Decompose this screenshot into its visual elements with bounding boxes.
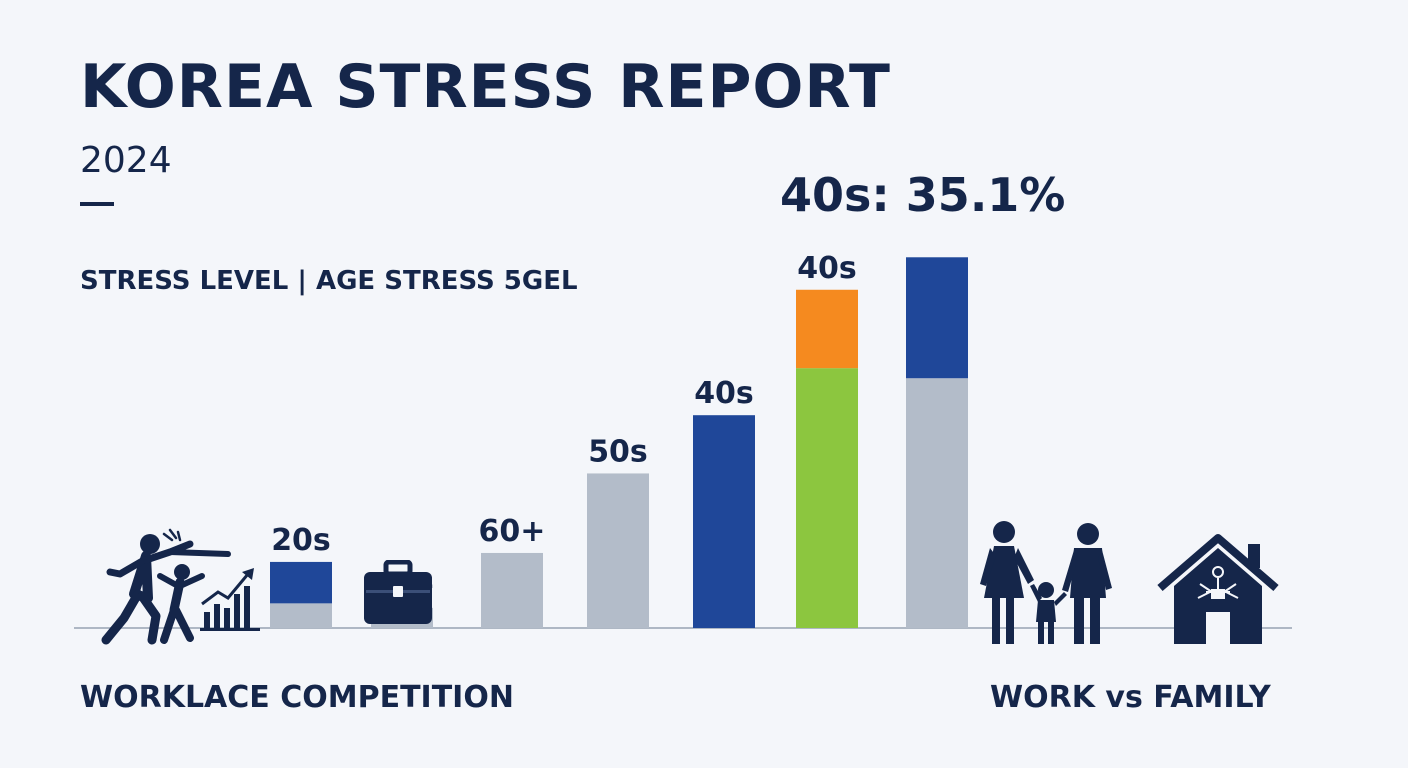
title-divider	[80, 202, 114, 206]
bar-segment-6-0	[906, 378, 968, 628]
bar-segment-0-1	[270, 561, 332, 604]
headline-stat: 40s: 35.1%	[780, 168, 1066, 222]
bar-segment-5-2	[796, 368, 858, 628]
bar-segment-5-3	[796, 289, 858, 369]
bar-segment-0-0	[270, 603, 332, 628]
bar-segment-4-1	[693, 415, 755, 628]
briefcase-icon	[364, 560, 432, 624]
bar-label-3: 50s	[588, 434, 648, 469]
bar-label-2: 60+	[479, 514, 546, 549]
report-year: 2024	[80, 140, 172, 181]
report-title: KOREA STRESS REPORT	[80, 52, 891, 122]
work-vs-family-label: WORK vs FAMILY	[990, 680, 1271, 715]
bar-label-5: 40s	[797, 251, 857, 286]
home-icon	[1157, 534, 1279, 644]
bar-label-0: 20s	[271, 523, 331, 558]
bar-segment-6-1	[906, 257, 968, 379]
workplace-competition-label: WORKLACE COMPETITION	[80, 680, 514, 715]
chart-subtitle: STRESS LEVEL | AGE STRESS 5GEL	[80, 266, 578, 296]
bar-label-4: 40s	[694, 376, 754, 411]
bar-segment-3-0	[587, 473, 649, 628]
growth-chart-icon	[200, 568, 260, 631]
bar-segment-2-0	[481, 552, 543, 628]
workplace-competition-icon	[101, 528, 231, 645]
family-icon	[980, 521, 1112, 644]
